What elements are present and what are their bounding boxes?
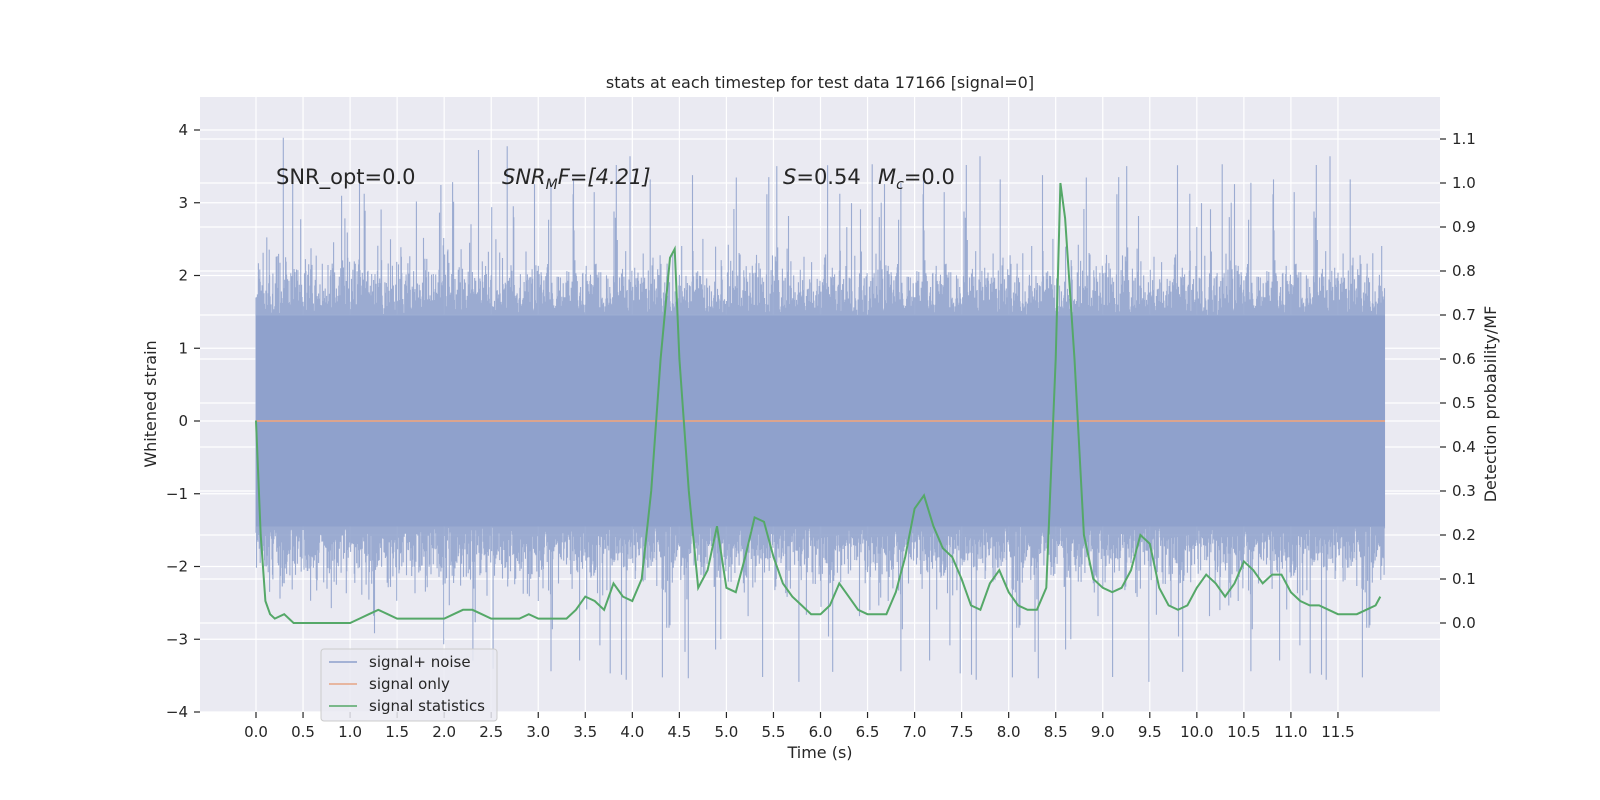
chart-title: stats at each timestep for test data 171… — [606, 73, 1034, 92]
y2-tick-label: 1.1 — [1452, 130, 1476, 148]
noise-trace — [255, 137, 1386, 682]
x-tick-label: 10.0 — [1180, 723, 1213, 741]
x-axis: 0.0 0.5 1.0 1.5 2.0 2.5 3.0 3.5 4.0 4.5 5.0 5.5 6.0 6… — [244, 712, 1355, 741]
y2-axis-label: Detection probability/MF — [1481, 306, 1500, 503]
x-tick-label: 10.5 — [1227, 723, 1260, 741]
x-tick-label: 6.5 — [856, 723, 880, 741]
y-axis-label: Whitened strain — [141, 340, 160, 467]
y2-tick-label: 0.8 — [1452, 262, 1476, 280]
snr-mf-label: SNR — [502, 165, 546, 189]
right-y-axis: 1.1 1.0 0.9 0.8 0.7 0.6 0.5 0.4 0.3 0.2 0.1 0.0 — [1440, 130, 1476, 632]
x-tick-label: 8.0 — [997, 723, 1021, 741]
y2-tick-label: 1.0 — [1452, 174, 1476, 192]
s-label: S — [783, 165, 796, 189]
legend-box — [320, 648, 498, 722]
x-tick-label: 7.5 — [950, 723, 974, 741]
s-value: =0.54 — [796, 165, 860, 189]
legend-label-signal-only: signal only — [369, 675, 450, 693]
x-tick-label: 4.0 — [620, 723, 644, 741]
x-tick-label: 1.0 — [338, 723, 362, 741]
y-tick-label: 2 — [178, 267, 188, 285]
signal-statistics-series — [255, 182, 1382, 624]
left-y-axis: 4 3 2 1 0 −1 −2 −3 −4 — [166, 121, 200, 721]
mc-label: M — [878, 165, 896, 189]
s-annotation: S=0.54 — [783, 165, 861, 189]
y-tick-label: 0 — [178, 412, 188, 430]
x-tick-label: 3.0 — [526, 723, 550, 741]
snr-mf-annotation: SNRMF=[4.21] — [502, 165, 651, 193]
x-tick-label: 0.5 — [291, 723, 315, 741]
y-tick-label: 4 — [178, 121, 188, 139]
y-tick-label: −4 — [166, 703, 188, 721]
x-tick-label: 2.0 — [432, 723, 456, 741]
y-tick-label: 1 — [178, 339, 188, 357]
y2-tick-label: 0.7 — [1452, 306, 1476, 324]
y-tick-label: −2 — [166, 558, 188, 576]
y-tick-label: −3 — [166, 630, 188, 648]
x-tick-label: 7.0 — [903, 723, 927, 741]
x-tick-label: 1.5 — [385, 723, 409, 741]
x-tick-label: 4.5 — [667, 723, 691, 741]
legend-label-statistics: signal statistics — [369, 697, 485, 715]
legend-label-noise: signal+ noise — [369, 653, 471, 671]
x-tick-label: 5.5 — [762, 723, 786, 741]
x-tick-label: 9.0 — [1091, 723, 1115, 741]
y2-tick-label: 0.0 — [1452, 614, 1476, 632]
y2-tick-label: 0.6 — [1452, 350, 1476, 368]
snr-mf-subscript: M — [546, 177, 558, 193]
x-tick-label: 8.5 — [1044, 723, 1068, 741]
y2-tick-label: 0.5 — [1452, 394, 1476, 412]
x-tick-label: 3.5 — [573, 723, 597, 741]
x-tick-label: 11.5 — [1321, 723, 1354, 741]
x-axis-label: Time (s) — [786, 743, 852, 762]
y-tick-label: 3 — [178, 194, 188, 212]
y2-tick-label: 0.9 — [1452, 218, 1476, 236]
x-tick-label: 6.0 — [809, 723, 833, 741]
mc-value: =0.0 — [904, 165, 955, 189]
snr-opt-annotation: SNR_opt=0.0 — [276, 165, 416, 190]
y2-tick-label: 0.2 — [1452, 526, 1476, 544]
snr-mf-value: F=[4.21] — [558, 165, 651, 189]
y-tick-label: −1 — [166, 485, 188, 503]
legend: signal+ noise signal only signal statist… — [320, 648, 498, 722]
y2-tick-label: 0.1 — [1452, 570, 1476, 588]
x-tick-label: 5.0 — [714, 723, 738, 741]
x-tick-label: 2.5 — [479, 723, 503, 741]
mc-annotation: Mc=0.0 — [878, 165, 955, 193]
y2-tick-label: 0.4 — [1452, 438, 1476, 456]
x-tick-label: 0.0 — [244, 723, 268, 741]
x-tick-label: 11.0 — [1274, 723, 1307, 741]
x-tick-label: 9.5 — [1138, 723, 1162, 741]
y2-tick-label: 0.3 — [1452, 482, 1476, 500]
mc-subscript: c — [896, 177, 904, 193]
